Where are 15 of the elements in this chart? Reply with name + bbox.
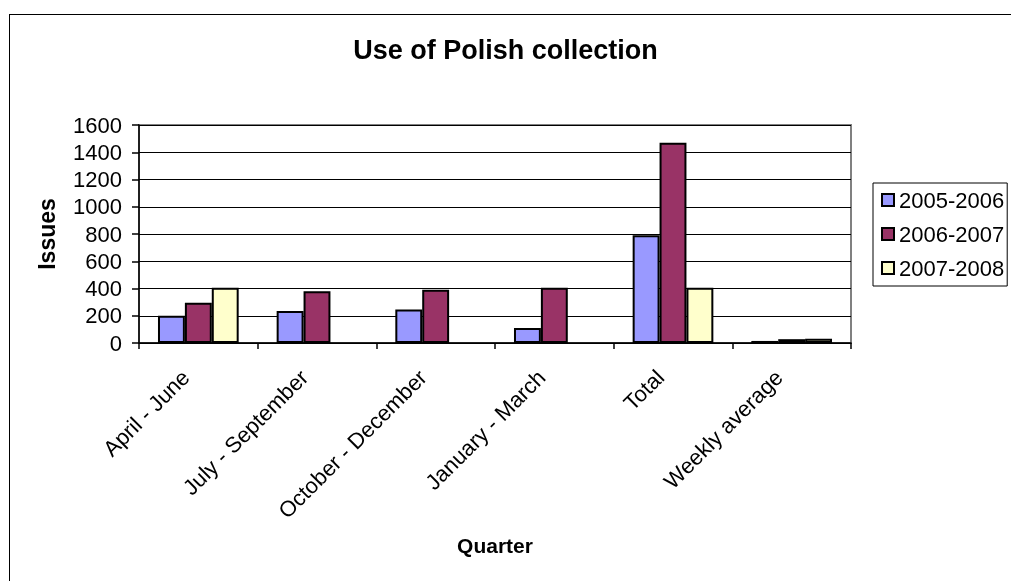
y-tick-label: 800 [85, 221, 122, 247]
y-axis-title: Issues [33, 198, 60, 270]
y-tick-label: 200 [85, 303, 122, 329]
legend-label: 2006-2007 [899, 221, 1005, 247]
y-tick-label: 0 [109, 330, 122, 356]
y-tick-label: 1600 [73, 112, 122, 138]
x-axis-title: Quarter [457, 534, 533, 557]
y-tick-label: 1000 [73, 194, 122, 220]
y-tick-label: 400 [85, 276, 122, 301]
y-tick-label: 1200 [73, 167, 122, 192]
legend-label: 2007-2008 [899, 255, 1005, 281]
legend-label: 2005-2006 [899, 187, 1005, 213]
y-tick-label: 600 [85, 248, 122, 274]
chart-title: Use of Polish collection [353, 34, 658, 65]
y-tick-label: 1400 [73, 139, 122, 165]
